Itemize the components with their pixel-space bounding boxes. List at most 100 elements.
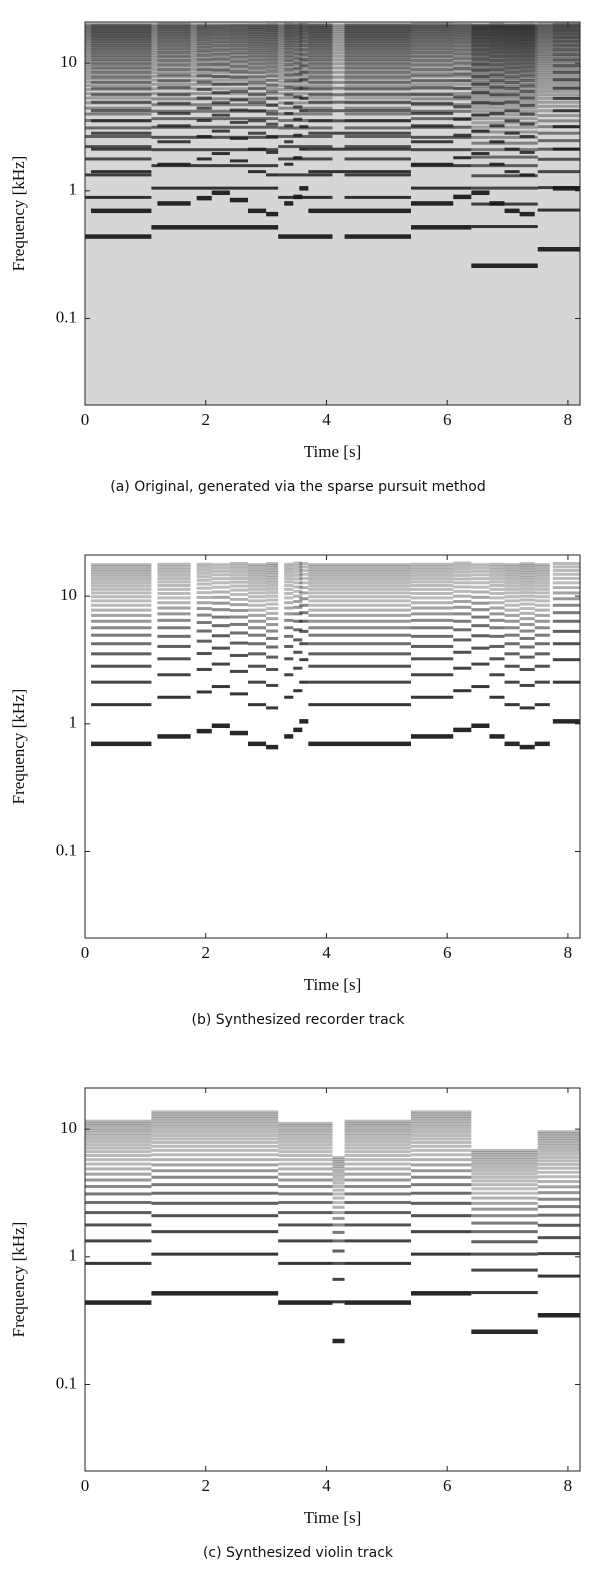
harmonic: [519, 667, 535, 671]
harmonic: [471, 117, 538, 121]
harmonic: [471, 39, 538, 43]
harmonic: [519, 602, 535, 606]
harmonic: [151, 1110, 279, 1114]
harmonic: [504, 572, 520, 576]
harmonic: [471, 577, 490, 581]
harmonic: [85, 1167, 152, 1171]
harmonic: [308, 619, 411, 623]
harmonic: [471, 129, 490, 133]
harmonic: [410, 64, 472, 68]
harmonic: [308, 570, 411, 574]
harmonic: [471, 43, 538, 47]
x-tick-label: 2: [201, 943, 210, 962]
harmonic: [151, 1191, 279, 1195]
harmonic: [211, 581, 230, 585]
harmonic: [157, 68, 191, 72]
harmonic: [211, 62, 230, 66]
harmonic: [308, 48, 411, 52]
harmonic: [284, 606, 294, 610]
harmonic: [534, 584, 550, 588]
harmonic: [471, 38, 538, 42]
harmonic: [471, 1240, 538, 1244]
harmonic: [519, 570, 535, 574]
harmonic: [471, 31, 538, 35]
harmonic: [151, 1291, 279, 1296]
harmonic: [85, 1143, 152, 1147]
harmonic: [91, 584, 152, 588]
harmonic: [410, 29, 472, 33]
harmonic: [344, 112, 411, 116]
harmonic: [278, 31, 333, 35]
x-tick-label: 0: [81, 943, 90, 962]
harmonic: [471, 1160, 538, 1164]
harmonic: [229, 608, 248, 612]
harmonic: [552, 565, 580, 569]
harmonic: [410, 1148, 472, 1152]
harmonic: [299, 53, 309, 57]
harmonic: [537, 22, 580, 26]
harmonic: [278, 1121, 333, 1125]
harmonic: [85, 42, 152, 46]
harmonic: [471, 190, 490, 195]
harmonic: [247, 703, 267, 707]
harmonic: [552, 25, 580, 29]
y-tick-label: 10: [60, 585, 77, 604]
harmonic: [489, 601, 505, 605]
harmonic: [344, 32, 411, 36]
harmonic: [293, 585, 303, 589]
y-axis-title: Frequency [kHz]: [9, 689, 28, 805]
harmonic: [332, 1230, 345, 1234]
harmonic: [284, 63, 294, 67]
harmonic: [196, 613, 212, 617]
harmonic: [504, 680, 520, 684]
harmonic: [211, 685, 230, 689]
harmonic: [247, 570, 267, 574]
harmonic: [247, 664, 267, 668]
harmonic: [157, 568, 191, 572]
harmonic: [247, 652, 267, 656]
harmonic: [552, 29, 580, 33]
harmonic: [410, 111, 454, 115]
harmonic: [85, 96, 152, 100]
harmonic: [410, 117, 472, 121]
harmonic: [537, 1313, 580, 1318]
harmonic: [196, 586, 212, 590]
harmonic: [471, 89, 538, 93]
harmonic: [284, 124, 294, 128]
harmonic: [344, 1146, 411, 1150]
harmonic: [284, 618, 294, 622]
harmonic: [537, 114, 580, 118]
harmonic: [453, 52, 472, 56]
harmonic: [344, 134, 411, 138]
harmonic: [91, 66, 152, 70]
harmonic: [410, 87, 472, 91]
harmonic: [151, 1252, 279, 1256]
harmonic: [453, 727, 472, 733]
harmonic: [85, 1223, 152, 1227]
harmonic: [453, 133, 472, 137]
harmonic: [85, 1185, 152, 1189]
y-tick-label: 0.1: [56, 840, 77, 859]
harmonic: [266, 96, 279, 100]
harmonic: [157, 634, 191, 638]
harmonic: [247, 39, 267, 43]
harmonic: [308, 23, 411, 27]
harmonic: [299, 109, 309, 113]
harmonic: [534, 642, 550, 646]
harmonic: [534, 570, 550, 574]
harmonic: [471, 130, 538, 134]
harmonic: [308, 30, 411, 34]
harmonic: [229, 23, 248, 27]
harmonic: [211, 723, 230, 728]
harmonic: [471, 27, 538, 31]
harmonic: [519, 58, 535, 62]
harmonic: [534, 587, 550, 591]
harmonic: [504, 131, 520, 135]
harmonic: [537, 186, 580, 190]
harmonic: [537, 1162, 580, 1166]
harmonic: [471, 85, 538, 89]
harmonic: [157, 47, 191, 51]
harmonic: [537, 1236, 580, 1240]
harmonic: [410, 1112, 472, 1116]
harmonic: [519, 103, 535, 107]
